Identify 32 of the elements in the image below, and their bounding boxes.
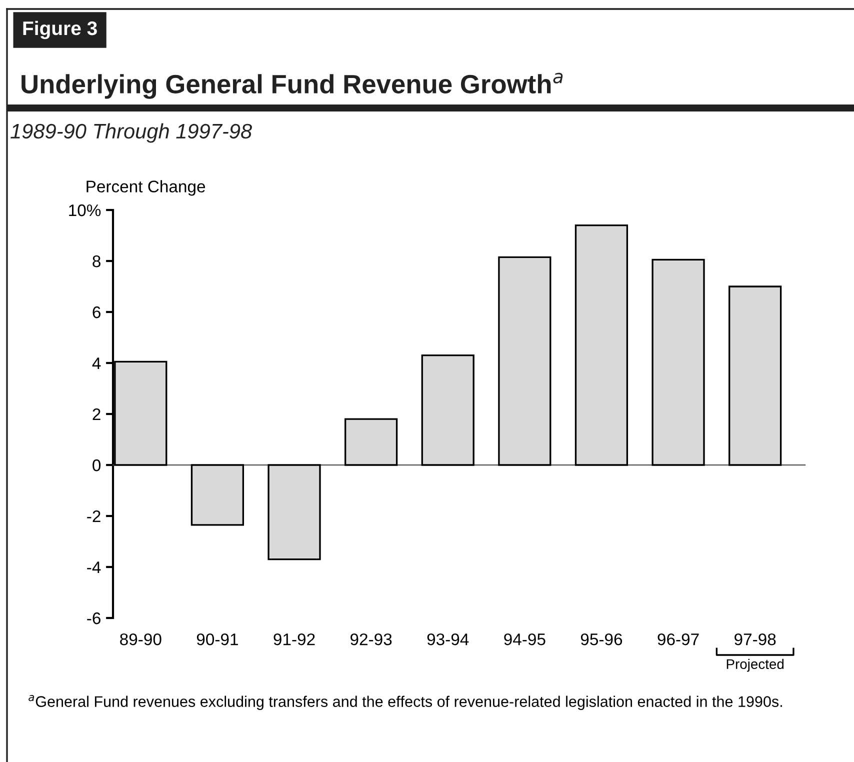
x-tick-label: 89-90 (120, 633, 162, 646)
x-tick-label: 93-94 (427, 633, 469, 646)
x-tick-label: 90-91 (196, 633, 238, 646)
caption: Figure 3 (23, 20, 97, 40)
bar (268, 464, 321, 560)
bar (344, 418, 398, 466)
y-tick-label: 8 (92, 255, 100, 268)
x-tick-label: 94-95 (504, 633, 546, 646)
y-tick-label: 4 (92, 358, 101, 370)
bar (190, 464, 244, 526)
y-axis-title: Percent Change (86, 180, 206, 196)
text: Projected (726, 658, 784, 672)
chart-subtitle: 1989-90 Through 1997-98 (10, 123, 252, 143)
y-tick-label: 0 (92, 459, 101, 472)
bar (498, 256, 552, 466)
y-tick-label: 6 (92, 306, 100, 318)
x-tick-label: 95-96 (580, 633, 622, 646)
chart-title: Underlying General Fund Revenue Growth$^{a}$ (22, 72, 563, 99)
text: $^{a}$General Fund revenues excluding transfers and the effects of revenue-related legislation enacted in the 1990s. (28, 695, 782, 710)
bar (652, 258, 705, 466)
x-tick-label: 96-97 (658, 633, 699, 646)
y-tick-label: 10% (69, 204, 101, 216)
bar (421, 354, 474, 466)
bar (728, 286, 782, 466)
x-tick-label: 97-98 (734, 633, 776, 646)
y-tick-label: -6 (87, 612, 100, 624)
x-tick-label: 92-93 (350, 633, 392, 646)
y-tick-label: 2 (92, 408, 100, 420)
y-tick-label: -2 (87, 510, 100, 522)
x-tick-label: 91-92 (274, 633, 315, 646)
y-tick-label: -4 (87, 562, 101, 574)
bar (574, 224, 628, 466)
